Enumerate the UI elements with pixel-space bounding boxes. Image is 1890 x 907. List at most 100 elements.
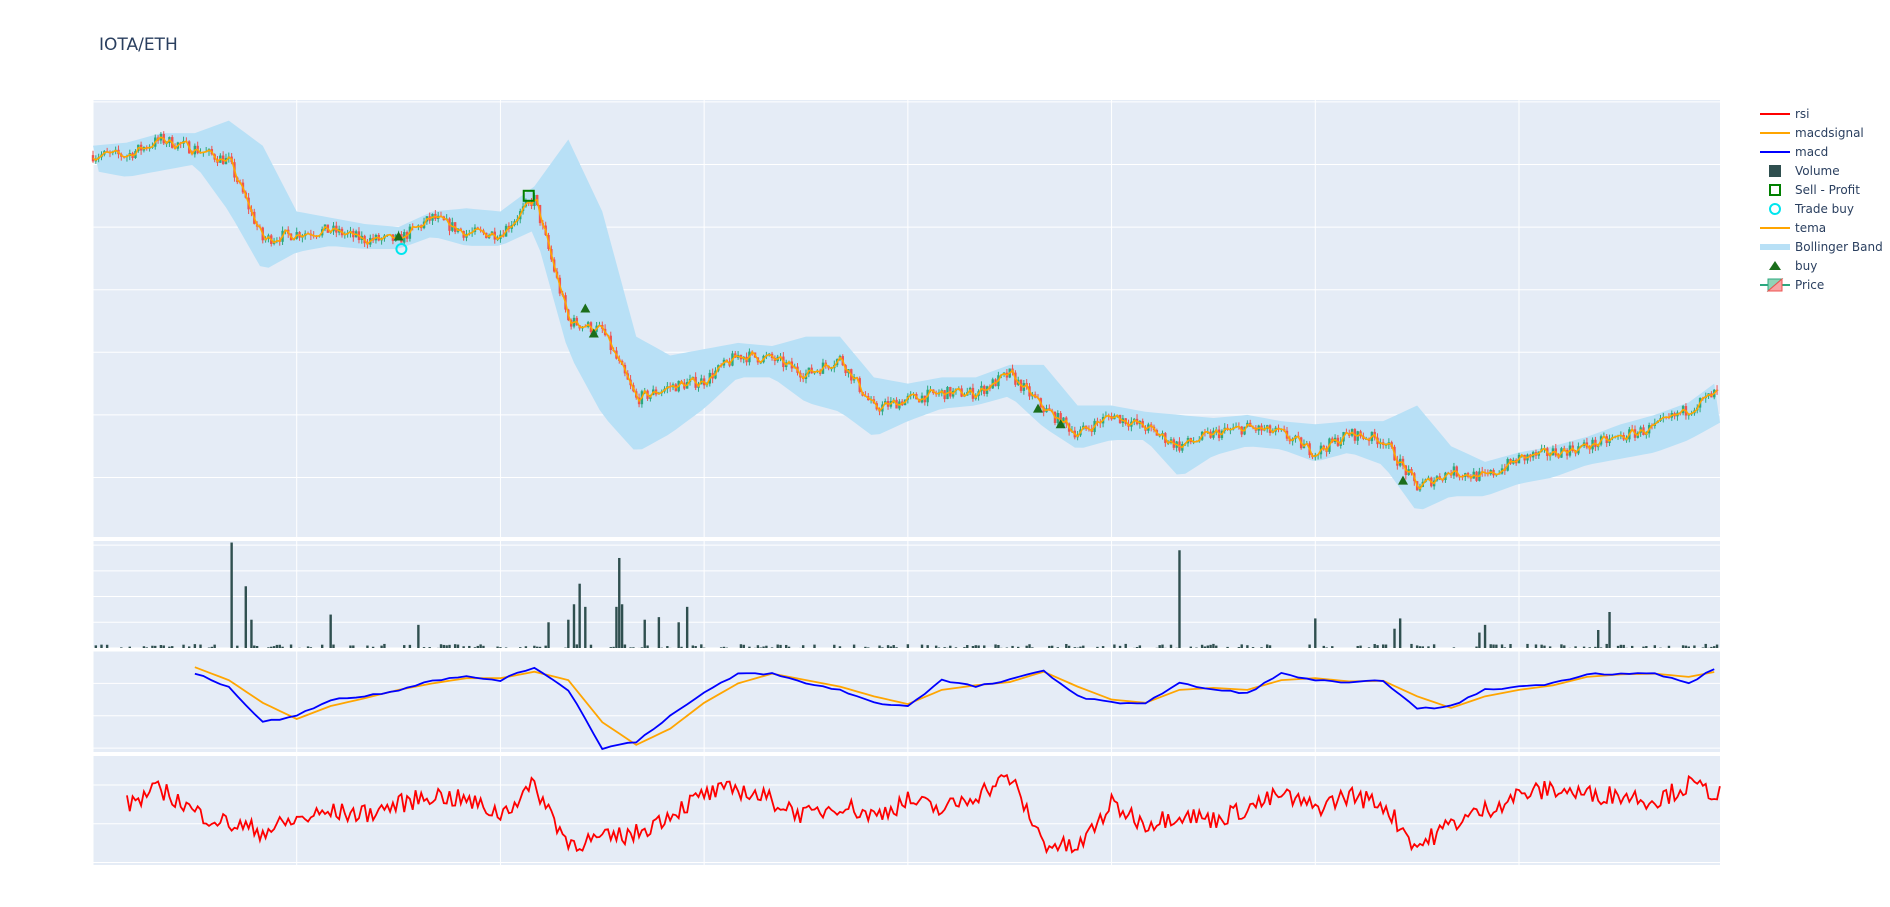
legend-item-volume[interactable]: Volume	[1769, 164, 1840, 178]
volume-bar	[666, 646, 668, 648]
volume-bar	[1617, 646, 1619, 648]
volume-bar	[955, 647, 957, 648]
volume-bar	[584, 607, 586, 648]
volume-bar	[677, 622, 679, 648]
volume-bar	[1215, 646, 1217, 648]
volume-bar	[641, 647, 643, 648]
legend-item-rsi[interactable]: rsi	[1760, 107, 1810, 121]
volume-bar	[1057, 647, 1059, 648]
volume-bar	[276, 645, 278, 648]
volume-bar	[972, 646, 974, 648]
volume-bar	[893, 645, 895, 648]
volume-bar	[1238, 647, 1240, 648]
volume-bar	[1025, 646, 1027, 648]
volume-bar	[1051, 646, 1053, 648]
pane-background-2	[93, 651, 1720, 752]
volume-bar	[1207, 645, 1209, 648]
volume-bar	[1543, 646, 1545, 648]
legend-item-macd[interactable]: macd	[1760, 145, 1828, 159]
volume-bar	[833, 645, 835, 648]
volume-bar	[1606, 644, 1608, 648]
volume-bar	[230, 543, 232, 648]
volume-bar	[1654, 645, 1656, 648]
volume-bar	[1419, 646, 1421, 648]
volume-bar	[1158, 645, 1160, 648]
volume-bar	[474, 647, 476, 648]
volume-bar	[590, 645, 592, 648]
volume-bar	[1501, 644, 1503, 648]
volume-bar	[273, 646, 275, 648]
volume-bar	[1549, 646, 1551, 648]
volume-bar	[457, 645, 459, 648]
volume-bar	[788, 647, 790, 648]
legend-label: macdsignal	[1795, 126, 1864, 140]
volume-bar	[935, 646, 937, 648]
volume-bar	[1190, 647, 1192, 648]
volume-bar	[646, 645, 648, 648]
volume-bar	[1226, 647, 1228, 648]
volume-bar	[256, 646, 258, 648]
legend-item-bollinger-band[interactable]: Bollinger Band	[1760, 240, 1883, 254]
legend-item-macdsignal[interactable]: macdsignal	[1760, 126, 1864, 140]
square-icon	[1769, 165, 1781, 177]
volume-bar	[409, 645, 411, 648]
volume-bar	[1246, 645, 1248, 648]
volume-bar	[1252, 647, 1254, 648]
volume-bar	[1136, 647, 1138, 648]
volume-bar	[1509, 644, 1511, 648]
volume-bar	[499, 647, 501, 648]
volume-bar	[1504, 647, 1506, 648]
band-icon	[1760, 244, 1790, 250]
volume-bar	[748, 647, 750, 648]
volume-bar	[536, 647, 538, 648]
volume-bar	[802, 645, 804, 648]
volume-bar	[171, 646, 173, 648]
legend-item-price[interactable]: Price	[1760, 278, 1824, 292]
legend-label: Trade buy	[1794, 202, 1854, 216]
legend[interactable]: rsi macdsignal macd Volume Sell - Profit Trad…	[1760, 107, 1883, 292]
volume-bar	[1453, 647, 1455, 648]
legend-item-trade-buy[interactable]: Trade buy	[1770, 202, 1854, 216]
legend-item-buy[interactable]: buy	[1769, 259, 1817, 273]
volume-bar	[1589, 647, 1591, 648]
volume-bar	[1382, 644, 1384, 648]
volume-bar	[1102, 646, 1104, 648]
volume-bar	[1478, 633, 1480, 648]
volume-bar	[443, 645, 445, 648]
volume-bar	[1065, 644, 1067, 648]
volume-bar	[610, 647, 612, 648]
volume-bar	[1399, 618, 1401, 648]
volume-bar	[236, 646, 238, 648]
volume-bar	[813, 645, 815, 648]
volume-bar	[1241, 644, 1243, 648]
volume-bar	[1357, 646, 1359, 648]
volume-bar	[1594, 647, 1596, 648]
volume-bar	[1685, 646, 1687, 648]
volume-bar	[907, 644, 909, 648]
volume-bar	[163, 645, 165, 648]
volume-bar	[1490, 644, 1492, 648]
volume-bar	[771, 647, 773, 648]
volume-bar	[1161, 645, 1163, 648]
volume-bar	[279, 645, 281, 648]
volume-bar	[160, 645, 162, 648]
legend-label: Sell - Profit	[1795, 183, 1860, 197]
plot-panes	[92, 100, 1720, 865]
legend-item-sell-profit[interactable]: Sell - Profit	[1770, 183, 1860, 197]
volume-bar	[281, 647, 283, 648]
volume-bar	[253, 645, 255, 648]
volume-bar	[618, 558, 620, 648]
volume-bar	[1416, 645, 1418, 648]
volume-bar	[878, 646, 880, 648]
volume-bar	[539, 647, 541, 648]
volume-bar	[975, 645, 977, 648]
volume-bar	[1705, 644, 1707, 648]
legend-item-tema[interactable]: tema	[1760, 221, 1826, 235]
volume-bar	[1269, 645, 1271, 648]
volume-bar	[462, 646, 464, 648]
volume-bar	[692, 645, 694, 648]
volume-bar	[1323, 646, 1325, 648]
volume-bar	[380, 646, 382, 648]
volume-bar	[621, 604, 623, 648]
volume-bar	[1688, 647, 1690, 648]
